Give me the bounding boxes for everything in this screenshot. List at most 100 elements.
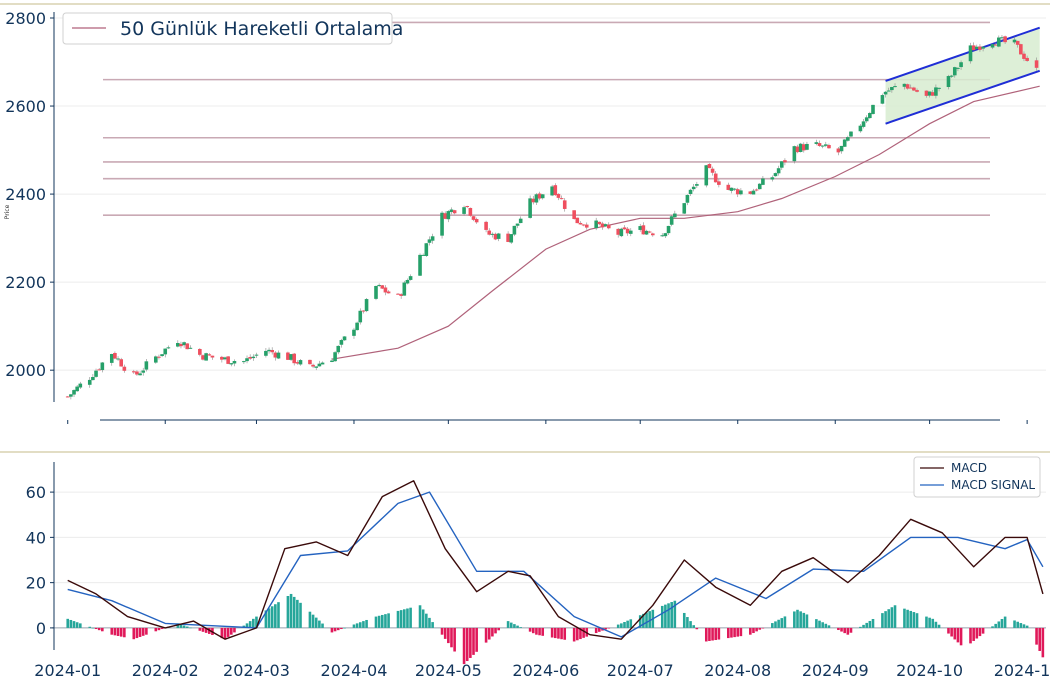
- histogram-bar: [859, 626, 862, 628]
- histogram-bar: [682, 612, 686, 628]
- candle-body: [330, 360, 334, 363]
- candle-body: [487, 230, 492, 235]
- candle-body: [355, 322, 359, 331]
- candle-body: [578, 222, 583, 225]
- candle-body: [528, 198, 532, 218]
- candle-body: [902, 83, 907, 87]
- candle-body: [638, 226, 643, 230]
- histogram-bar: [557, 627, 560, 639]
- candle-body: [540, 194, 545, 199]
- candle-body: [69, 394, 73, 397]
- candle-body: [937, 87, 941, 89]
- histogram-bar: [201, 627, 205, 632]
- candle-body: [421, 254, 425, 256]
- histogram-bar: [956, 627, 960, 643]
- histogram-bar: [623, 622, 626, 628]
- histogram-bar: [469, 627, 472, 658]
- histogram-bar: [365, 619, 368, 628]
- candle-body: [660, 235, 665, 237]
- histogram-bar: [277, 602, 280, 628]
- candle-body: [550, 186, 554, 196]
- histogram-bar: [519, 627, 522, 628]
- candle-body: [176, 342, 180, 347]
- candle-body: [131, 371, 136, 373]
- histogram-bar: [978, 627, 982, 637]
- histogram-bar: [774, 621, 777, 628]
- histogram-bar: [88, 626, 92, 628]
- histogram-bar: [689, 621, 692, 628]
- candle-body: [707, 163, 712, 169]
- candle-body: [254, 354, 259, 356]
- candle-body: [622, 227, 627, 230]
- macd-legend: MACD MACD SIGNAL: [913, 456, 1041, 498]
- price-ylabel: Price: [4, 204, 11, 219]
- channel-upper-line: [885, 26, 1041, 82]
- candle-body: [695, 184, 699, 186]
- candle-body: [531, 198, 536, 203]
- candle-body: [893, 86, 897, 88]
- histogram-bar: [991, 626, 994, 628]
- histogram-bar: [893, 605, 897, 628]
- candle-body: [915, 90, 919, 92]
- candle-body: [490, 233, 495, 235]
- histogram-bar: [475, 627, 478, 652]
- candle-body: [383, 287, 388, 293]
- candle-body: [94, 370, 98, 377]
- candle-body: [783, 160, 787, 163]
- histogram-bar: [846, 627, 850, 635]
- candle-body: [286, 352, 290, 360]
- candle-body: [562, 200, 567, 209]
- histogram-bar: [91, 627, 95, 629]
- histogram-bar: [333, 627, 337, 632]
- histogram-bar: [840, 627, 843, 632]
- candle-body: [581, 224, 586, 226]
- candle-body: [751, 190, 756, 195]
- candle-body: [691, 186, 696, 190]
- histogram-bar: [912, 612, 916, 628]
- candle-body: [739, 190, 743, 195]
- candle-body: [468, 207, 473, 216]
- histogram-bar: [119, 627, 123, 637]
- histogram-bar: [318, 620, 321, 628]
- candle-body: [295, 362, 300, 364]
- y-tick-label: 60: [26, 483, 46, 502]
- price-axes: 2000 2200 2400 2600 2800: [0, 3, 1050, 424]
- macd-histogram: [66, 593, 1045, 665]
- candle-body: [839, 145, 844, 152]
- histogram-bar: [450, 627, 453, 648]
- histogram-bar: [969, 627, 972, 644]
- histogram-bar: [340, 627, 343, 630]
- candle-body: [333, 352, 337, 362]
- candle-body: [399, 294, 403, 296]
- candle-body: [352, 329, 356, 336]
- candle-body: [842, 139, 847, 147]
- candle-body: [1019, 44, 1023, 55]
- candle-body: [606, 224, 611, 229]
- histogram-bar: [695, 627, 699, 630]
- candle-body: [185, 343, 190, 350]
- histogram-bar: [931, 618, 935, 628]
- y-tick-label: 2000: [5, 361, 46, 380]
- legend-macd-label: MACD: [951, 461, 987, 475]
- candle-body: [506, 233, 510, 242]
- candle-body: [320, 362, 325, 365]
- histogram-bar: [182, 625, 186, 628]
- histogram-bar: [286, 596, 290, 628]
- candle-body: [408, 276, 413, 280]
- candle-body: [91, 377, 95, 381]
- candle-body: [65, 396, 70, 398]
- histogram-bar: [686, 617, 689, 628]
- histogram-bar: [1000, 619, 1004, 628]
- histogram-bar: [733, 627, 736, 638]
- histogram-bar: [692, 625, 695, 628]
- candle-body: [798, 143, 803, 152]
- histogram-bar: [465, 627, 469, 662]
- candle-body: [817, 143, 822, 146]
- candle-body: [97, 369, 101, 371]
- histogram-bar: [890, 607, 894, 628]
- histogram-bar: [673, 600, 677, 628]
- candle-body: [229, 363, 234, 365]
- candle-body: [204, 353, 208, 361]
- macd-legend-box: [913, 456, 1041, 498]
- histogram-bar: [516, 625, 519, 628]
